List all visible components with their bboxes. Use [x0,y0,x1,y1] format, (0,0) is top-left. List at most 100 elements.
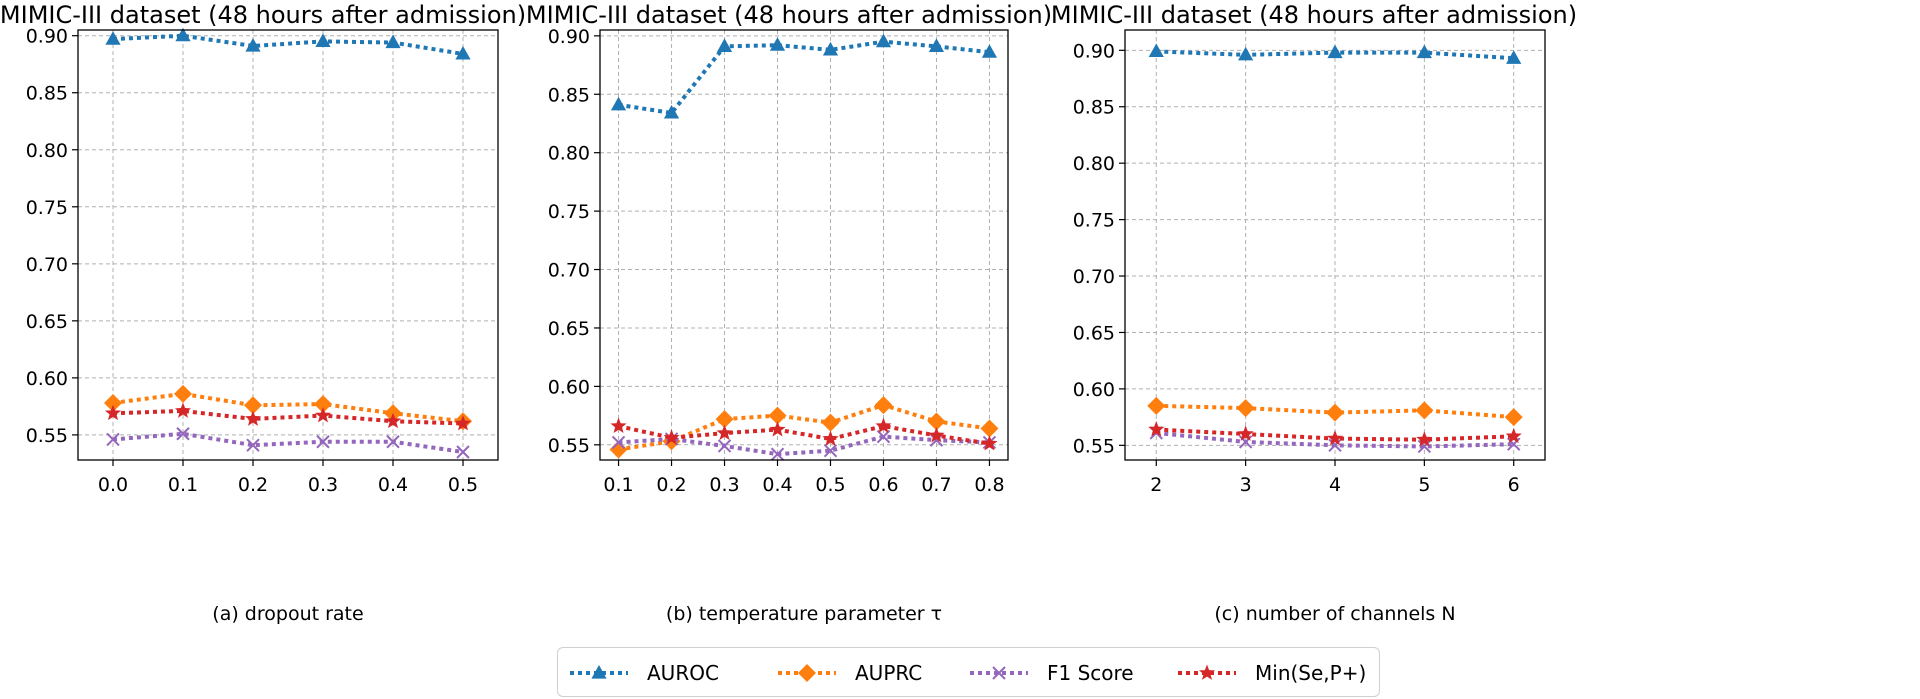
chart-title: MIMIC-III dataset (48 hours after admiss… [526,1,1052,29]
data-point-auprc [1504,408,1523,427]
data-point-auroc [1416,44,1432,59]
data-point-min-se-p [610,417,627,433]
series-line-auroc [618,39,990,116]
series-line-f1-score [618,434,990,457]
y-tick-label: 0.65 [1073,322,1115,344]
data-point-auroc [875,33,892,48]
data-point-auroc [822,41,839,56]
legend-label: F1 Score [1047,661,1134,685]
data-point-f1-score [611,435,626,450]
series-line-auroc [112,33,464,56]
x-tick-label: 0.6 [868,474,898,496]
data-point-min-se-p [1416,431,1433,447]
data-point-min-se-p [314,407,332,423]
y-tick-label: 0.80 [1073,153,1115,175]
data-point-auprc [244,396,262,415]
chart-title: MIMIC-III dataset (48 hours after admiss… [1051,1,1577,29]
legend-marker [1198,664,1216,680]
data-point-min-se-p [174,402,192,418]
data-point-auroc [716,38,733,52]
x-tick-label: 0.3 [308,474,338,496]
legend-label: AUPRC [855,661,922,685]
plot-frame [1124,29,1546,461]
x-tick-label: 6 [1508,474,1520,496]
plot-frame [77,29,499,461]
data-point-f1-score [876,429,891,444]
x-tick-label: 0.5 [815,474,845,496]
y-tick-label: 0.75 [548,201,590,223]
data-point-f1-score [717,439,732,453]
data-point-auroc [610,96,627,111]
data-point-auroc [1238,46,1254,61]
x-tick-label: 0.2 [656,474,686,496]
data-point-auroc [105,31,121,45]
data-point-f1-score [1417,439,1432,454]
y-tick-label: 0.90 [26,26,68,48]
data-point-min-se-p [104,404,122,421]
x-tick-label: 0.8 [974,474,1004,496]
data-point-auroc [175,27,191,42]
x-tick-label: 0.1 [168,474,198,496]
data-point-min-se-p [1505,427,1522,444]
data-point-auroc [769,37,786,51]
data-point-auprc [174,384,192,403]
data-point-auprc [314,395,332,414]
x-tick-label: 0.5 [448,474,478,496]
data-point-auprc [821,413,840,432]
data-point-auroc [245,37,261,52]
x-tick-label: 0.4 [762,474,792,496]
data-point-min-se-p [928,426,945,443]
y-tick-label: 0.75 [1073,210,1115,232]
legend-item-auroc: AUROC [570,661,719,685]
legend-item-min-se-p: Min(Se,P+) [1178,661,1366,685]
data-point-auprc [609,440,628,459]
data-point-f1-score [1328,438,1342,453]
series-line-min-se-p [618,424,990,446]
data-point-min-se-p [1237,425,1254,441]
y-tick-label: 0.60 [548,376,590,398]
x-axis-label: (a) dropout rate [212,603,363,625]
data-point-auroc [315,33,331,48]
data-point-min-se-p [981,435,998,451]
x-axis-label: (c) number of channels N [1214,603,1455,625]
data-point-min-se-p [875,417,892,433]
legend-marker [992,666,1006,680]
data-point-auroc [981,44,998,58]
data-point-auroc [928,38,945,52]
y-tick-label: 0.55 [1073,435,1115,457]
y-tick-label: 0.90 [548,26,590,48]
data-point-f1-score [246,438,260,452]
data-point-min-se-p [716,424,733,440]
data-point-auprc [1326,403,1344,422]
legend-marker [798,664,816,682]
y-tick-label: 0.60 [1073,379,1115,401]
legend-item-auprc: AUPRC [778,661,922,685]
data-point-auprc [1415,401,1434,420]
y-tick-label: 0.80 [548,143,590,165]
y-tick-label: 0.70 [1073,266,1115,288]
y-tick-label: 0.85 [26,83,68,105]
data-point-min-se-p [384,412,402,429]
series-line-f1-score [112,431,464,454]
data-point-auprc [874,396,893,415]
y-tick-label: 0.65 [26,311,68,333]
data-point-auroc [1506,50,1522,64]
data-point-auroc [455,45,471,60]
y-tick-label: 0.55 [26,425,68,447]
chart-title: MIMIC-III dataset (48 hours after admiss… [0,1,526,29]
y-tick-label: 0.90 [1073,40,1115,62]
data-point-min-se-p [1326,430,1344,446]
data-point-auroc [385,34,401,49]
y-tick-label: 0.85 [1073,97,1115,119]
y-tick-label: 0.70 [548,260,590,282]
x-tick-label: 3 [1240,474,1252,496]
x-tick-label: 0.3 [709,474,739,496]
data-point-min-se-p [822,430,839,446]
data-point-auprc [1236,399,1255,418]
series-line-min-se-p [112,408,464,426]
data-point-auprc [768,406,787,425]
legend-marker [591,665,607,679]
x-tick-label: 0.7 [921,474,951,496]
subplot-1: 0.55 0.60 0.65 0.70 0.75 0.80 0.85 0.90 0.0 0.1 0.… [0,1,526,625]
